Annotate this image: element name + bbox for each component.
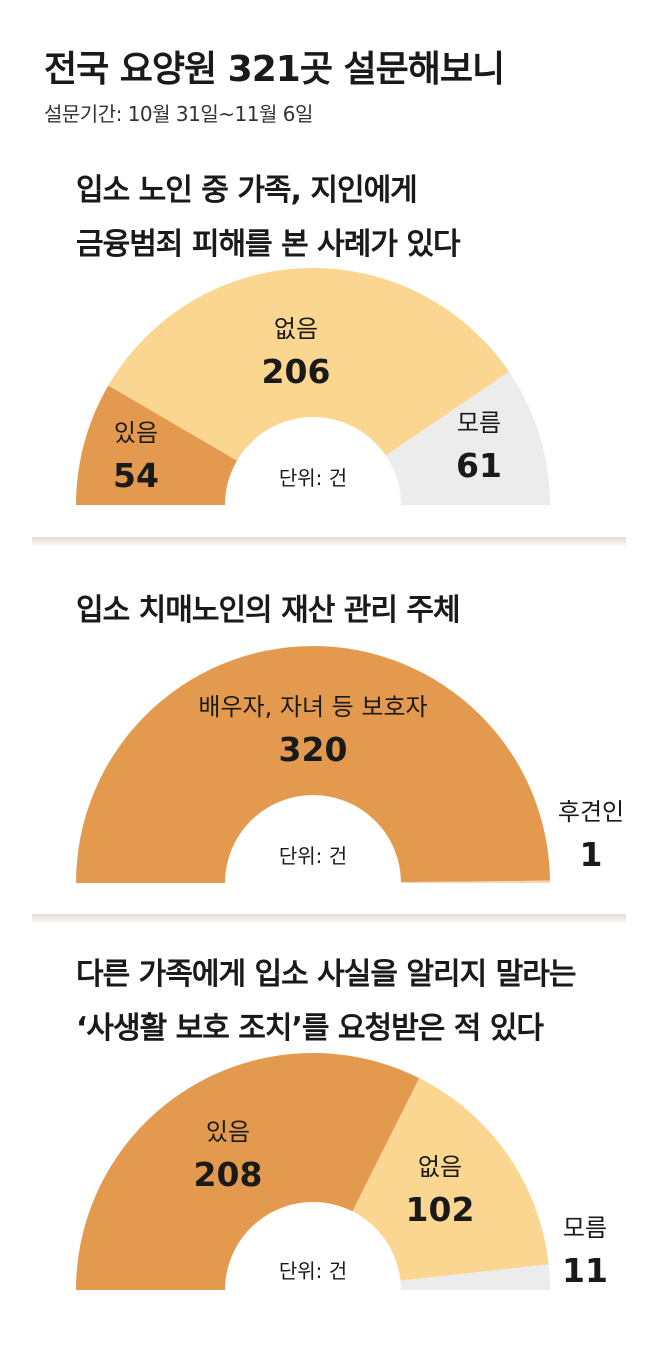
chart-3-slices [76,1053,550,1290]
chart-3-slice-없음 [352,1078,549,1281]
chart-3-label-있음: 있음 [206,1118,250,1146]
chart-2-half-donut: 배우자, 자녀 등 보호자 320 후견인 1 단위: 건 [76,646,624,883]
chart-1-label-없음: 없음 [274,315,318,343]
chart-1-title-line-1: 입소 노인 중 가족, 지인에게 [76,173,418,208]
chart-1-unit: 단위: 건 [279,466,347,490]
chart-1-value-없음: 206 [262,352,331,391]
survey-period: 설문기간: 10월 31일~11월 6일 [44,102,313,126]
chart-1-slice-있음 [76,385,238,505]
chart-3-value-없음: 102 [406,1190,475,1229]
chart-2-label-보호자: 배우자, 자녀 등 보호자 [198,693,427,721]
chart-3-label-없음: 없음 [418,1153,462,1181]
chart-3-half-donut: 있음 208 없음 102 모름 11 단위: 건 [76,1053,608,1290]
section-divider-2 [32,914,626,924]
chart-1-label-모름: 모름 [457,409,501,437]
chart-2-slice-배우자, 자녀 등 보호자 [76,646,550,883]
chart-2-title-line-1: 입소 치매노인의 재산 관리 주체 [76,593,461,628]
chart-3-slice-모름 [400,1264,550,1290]
chart-2-label-후견인: 후견인 [558,798,624,826]
chart-2-unit: 단위: 건 [279,844,347,868]
chart-1-half-donut: 있음 54 없음 206 모름 61 단위: 건 [76,267,550,505]
chart-1-value-모름: 61 [456,446,502,485]
chart-1-title: 입소 노인 중 가족, 지인에게 금융범죄 피해를 본 사례가 있다 [76,164,461,272]
chart-1-slice-모름 [385,371,550,505]
chart-3-slice-있음 [76,1053,420,1290]
section-divider-1 [32,537,626,547]
chart-3-value-있음: 208 [194,1155,263,1194]
chart-3-title-line-1: 다른 가족에게 입소 사실을 알리지 말라는 [76,957,576,992]
chart-2-value-보호자: 320 [279,730,348,769]
chart-1-title-line-2: 금융범죄 피해를 본 사례가 있다 [76,227,461,262]
chart-1-label-있음: 있음 [114,419,158,447]
chart-2-title: 입소 치매노인의 재산 관리 주체 [76,584,461,638]
chart-1-slice-없음 [108,267,510,461]
chart-2-slices [76,646,550,883]
chart-3-value-모름: 11 [562,1251,608,1290]
chart-3-title: 다른 가족에게 입소 사실을 알리지 말라는 ‘사생활 보호 조치’를 요청받은… [76,948,576,1056]
chart-2-value-후견인: 1 [580,835,603,874]
chart-3-label-모름: 모름 [563,1214,607,1242]
chart-1-value-있음: 54 [113,456,159,495]
chart-3-title-line-2: ‘사생활 보호 조치’를 요청받은 적 있다 [76,1011,544,1046]
chart-1-slices [76,267,550,505]
chart-3-unit: 단위: 건 [279,1259,347,1283]
chart-2-slice-후견인 [400,880,550,883]
page-title: 전국 요양원 321곳 설문해보니 [44,49,505,90]
